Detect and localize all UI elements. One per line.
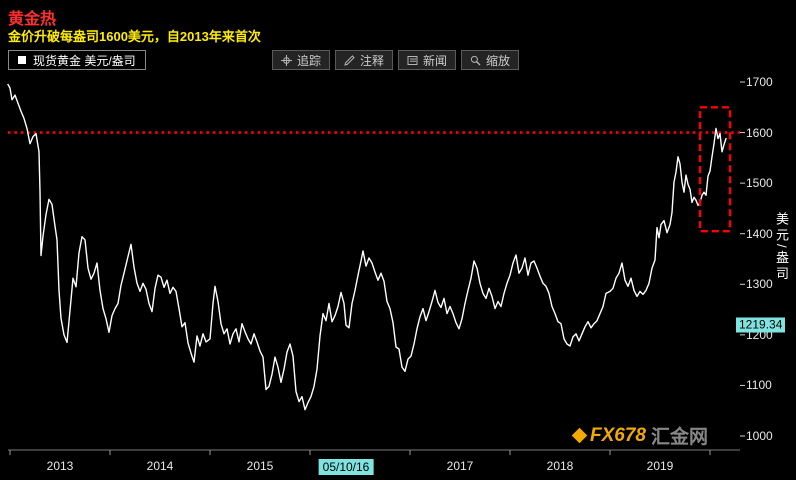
watermark-brand: FX678	[590, 424, 646, 446]
price-line	[7, 83, 727, 411]
y-axis-title: 美元/盎司	[774, 212, 789, 283]
page-title: 黄金热	[8, 11, 57, 28]
toolbar-button-label: 缩放	[486, 53, 511, 68]
y-tick-label: 1100	[746, 378, 772, 393]
toolbar-button-annotate[interactable]: 注释	[335, 50, 394, 70]
newspaper-icon	[407, 55, 418, 66]
toolbar-button-label: 注释	[360, 53, 385, 68]
toolbar-button-track[interactable]: 追踪	[272, 50, 331, 70]
y-tick-label: 1600	[746, 125, 773, 140]
tracked-price-badge: 1219.34	[736, 317, 786, 333]
toolbar-button-label: 新闻	[423, 53, 448, 68]
x-tick-label: 2014	[146, 459, 174, 473]
tracked-date-badge: 05/10/16	[318, 459, 374, 475]
magnifier-icon	[470, 55, 481, 66]
toolbar-button-zoom[interactable]: 缩放	[461, 50, 520, 70]
crosshair-icon	[281, 54, 292, 66]
legend: 现货黄金 美元/盎司	[8, 50, 146, 70]
diamond-icon	[571, 427, 588, 444]
watermark: FX678 汇金网	[571, 422, 708, 449]
x-tick-label: 2018	[546, 459, 574, 473]
legend-label: 现货黄金 美元/盎司	[33, 53, 136, 68]
toolbar-button-news[interactable]: 新闻	[398, 50, 457, 70]
y-tick-label: 1700	[746, 75, 773, 89]
watermark-name: 汇金网	[650, 427, 708, 448]
y-tick-label: 1000	[746, 429, 773, 443]
toolbar: 追踪 注释 新闻 缩放	[272, 50, 520, 70]
page-subtitle: 金价升破每盎司1600美元，自2013年来首次	[8, 29, 261, 44]
pencil-icon	[344, 54, 355, 66]
series-marker-icon	[18, 56, 26, 64]
x-tick-label: 2017	[446, 459, 474, 473]
x-tick-label: 2013	[46, 459, 74, 473]
x-tick-label: 2019	[646, 459, 674, 473]
y-tick-label: 1400	[746, 226, 773, 241]
y-tick-label: 1300	[746, 277, 773, 292]
y-tick-label: 1500	[746, 176, 773, 191]
x-tick-label: 2015	[246, 459, 274, 473]
toolbar-button-label: 追踪	[297, 53, 322, 68]
highlight-box	[698, 106, 732, 233]
